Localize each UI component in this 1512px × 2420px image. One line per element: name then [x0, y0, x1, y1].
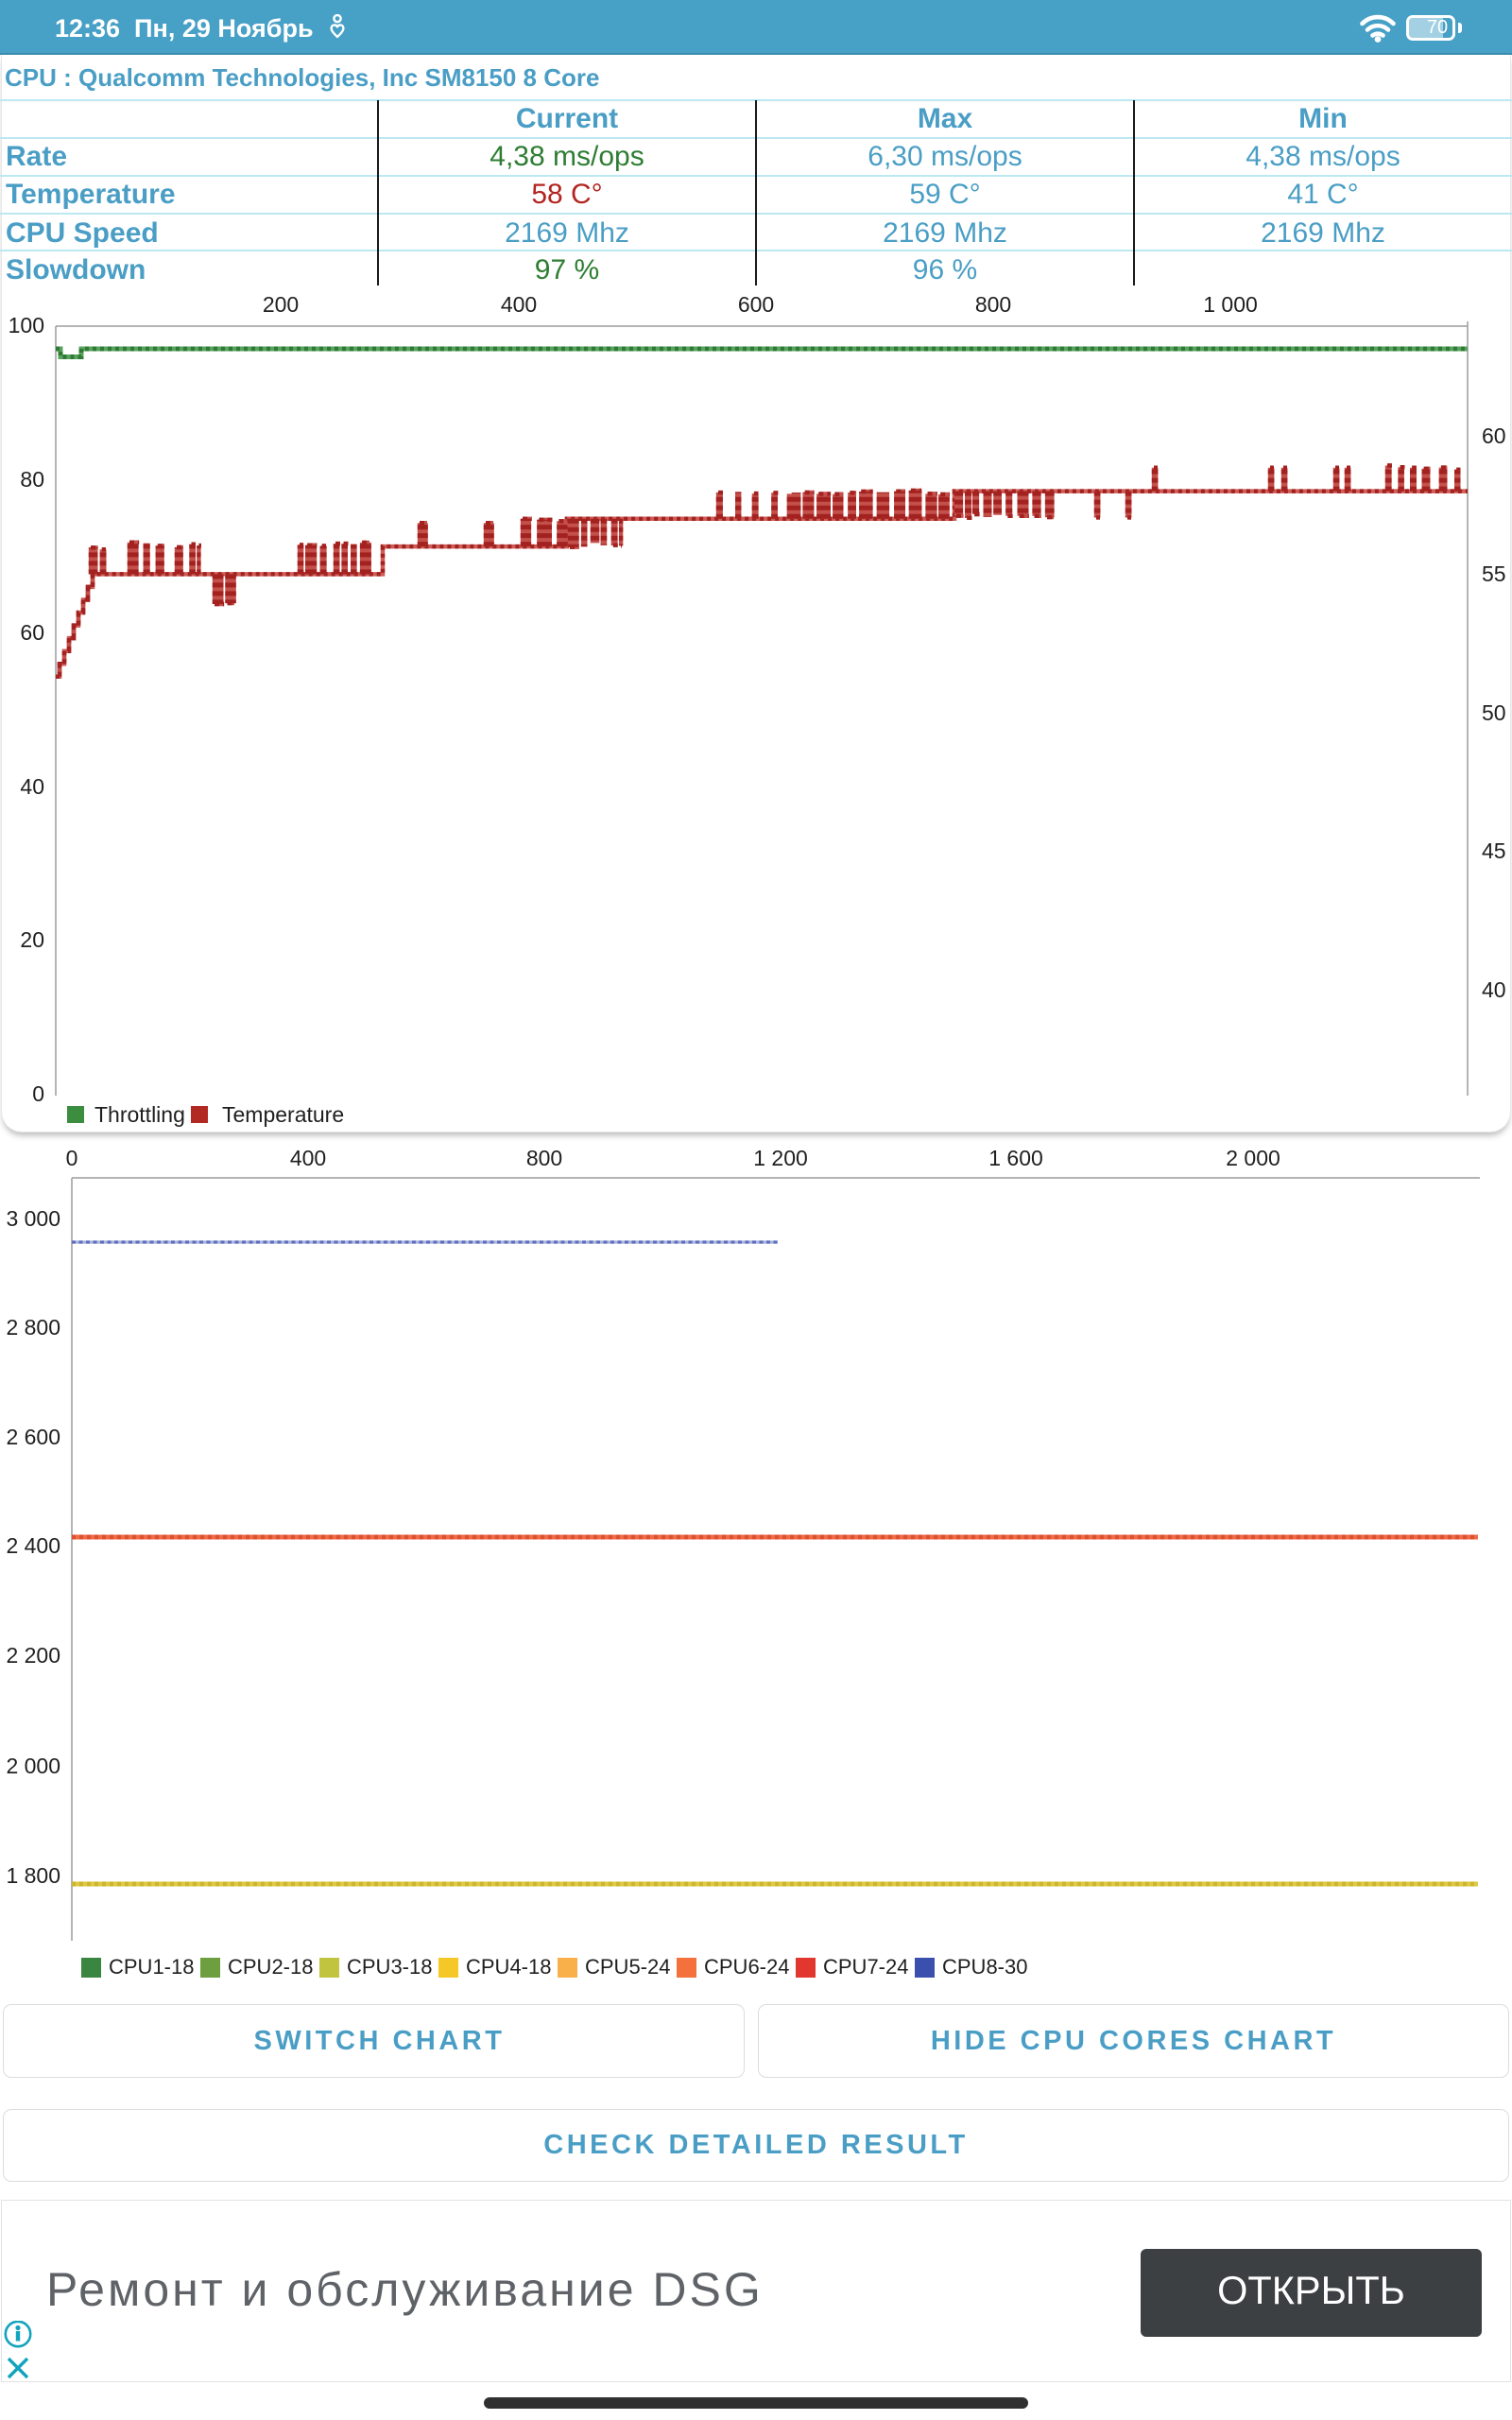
svg-text:3 000: 3 000 — [6, 1206, 60, 1231]
svg-text:40: 40 — [20, 774, 44, 799]
svg-text:80: 80 — [20, 467, 44, 492]
svg-text:2 200: 2 200 — [6, 1643, 60, 1668]
svg-text:2 000: 2 000 — [1226, 1146, 1280, 1170]
svg-text:600: 600 — [738, 292, 774, 317]
svg-text:1 000: 1 000 — [1203, 292, 1258, 317]
svg-text:CPU6-24: CPU6-24 — [704, 1955, 789, 1979]
svg-text:1 200: 1 200 — [753, 1146, 808, 1170]
svg-text:CPU7-24: CPU7-24 — [823, 1955, 908, 1979]
svg-text:50: 50 — [1482, 700, 1506, 725]
svg-text:55: 55 — [1482, 562, 1506, 586]
svg-text:40: 40 — [1482, 977, 1506, 1002]
svg-text:100: 100 — [9, 313, 44, 337]
svg-text:60: 60 — [1482, 424, 1506, 448]
svg-text:CPU1-18: CPU1-18 — [109, 1955, 194, 1979]
svg-text:800: 800 — [526, 1146, 562, 1170]
svg-text:CPU4-18: CPU4-18 — [466, 1955, 551, 1979]
svg-text:1 600: 1 600 — [988, 1146, 1043, 1170]
svg-text:2 400: 2 400 — [6, 1533, 60, 1558]
svg-text:2 600: 2 600 — [6, 1425, 60, 1449]
svg-text:Throttling: Throttling — [94, 1102, 185, 1127]
svg-text:2 800: 2 800 — [6, 1315, 60, 1340]
svg-text:2 000: 2 000 — [6, 1754, 60, 1778]
svg-text:20: 20 — [20, 927, 44, 952]
svg-text:0: 0 — [32, 1081, 44, 1106]
svg-text:CPU3-18: CPU3-18 — [347, 1955, 432, 1979]
svg-text:400: 400 — [290, 1146, 326, 1170]
svg-text:0: 0 — [66, 1146, 78, 1170]
svg-text:45: 45 — [1482, 838, 1506, 863]
svg-text:800: 800 — [975, 292, 1011, 317]
svg-text:CPU2-18: CPU2-18 — [228, 1955, 313, 1979]
svg-text:60: 60 — [20, 620, 44, 645]
svg-text:400: 400 — [501, 292, 537, 317]
svg-text:1 800: 1 800 — [6, 1863, 60, 1888]
svg-text:CPU8-30: CPU8-30 — [942, 1955, 1027, 1979]
svg-text:200: 200 — [263, 292, 299, 317]
svg-text:Temperature: Temperature — [222, 1102, 344, 1127]
svg-text:CPU5-24: CPU5-24 — [585, 1955, 670, 1979]
